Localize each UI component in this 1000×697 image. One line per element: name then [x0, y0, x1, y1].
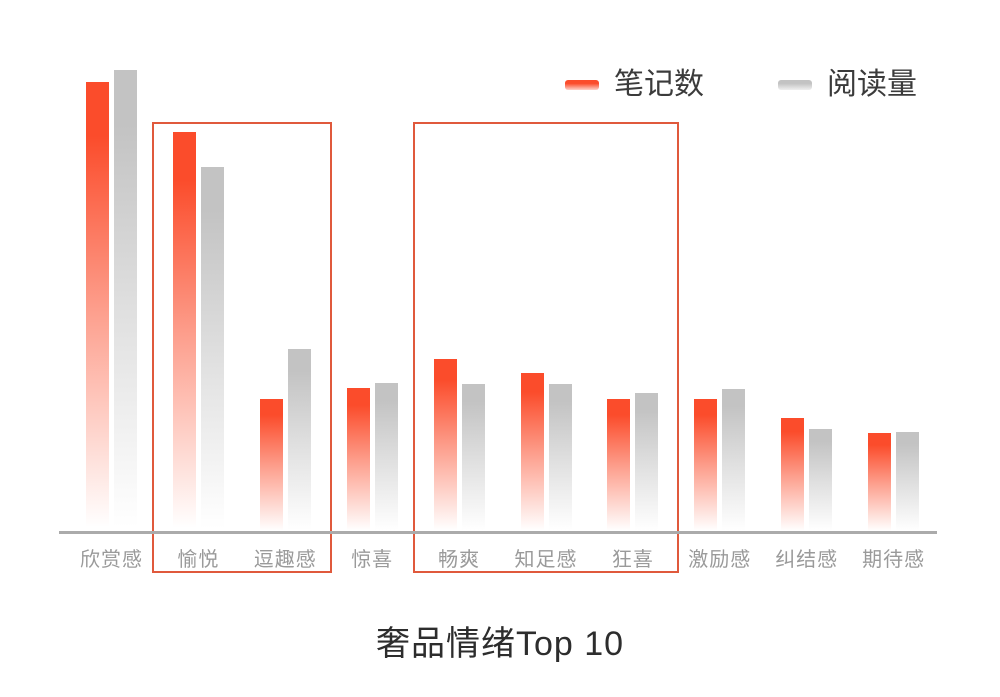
x-axis-label-6: 知足感	[514, 549, 578, 571]
bar-notes-欣赏感	[86, 82, 109, 532]
x-axis-label-3: 逗趣感	[253, 549, 317, 571]
x-axis-label-9: 纠结感	[775, 549, 839, 571]
x-axis-label-8: 激励感	[688, 549, 752, 571]
highlight-box-2	[412, 122, 680, 573]
x-axis-label-2: 愉悦	[177, 549, 220, 571]
bar-notes-知足感	[520, 373, 544, 532]
x-axis-label-5: 畅爽	[438, 549, 481, 571]
bar-reads-期待感	[896, 432, 920, 532]
legend-item-reads[interactable]: 阅读量	[778, 68, 917, 101]
bar-reads-畅爽	[461, 384, 485, 532]
bar-notes-狂喜	[607, 398, 631, 532]
bar-notes-逗趣感	[259, 398, 283, 532]
bar-notes-激励感	[694, 398, 718, 532]
legend-label-reads: 阅读量	[827, 68, 917, 101]
x-axis-label-10: 期待感	[862, 549, 926, 571]
chart-title: 奢品情绪Top 10	[375, 625, 625, 663]
bar-reads-纠结感	[809, 428, 833, 532]
x-axis-line	[59, 531, 937, 534]
legend: 笔记数 阅读量	[565, 68, 917, 101]
bar-reads-激励感	[722, 388, 746, 532]
x-axis-label-7: 狂喜	[611, 549, 654, 571]
bar-notes-惊喜	[346, 387, 370, 532]
bar-reads-惊喜	[374, 382, 398, 532]
bar-reads-狂喜	[635, 392, 659, 532]
bar-reads-逗趣感	[287, 349, 311, 532]
legend-swatch-notes-icon	[565, 79, 599, 90]
legend-label-notes: 笔记数	[614, 68, 704, 101]
bar-notes-期待感	[868, 433, 892, 532]
bar-notes-纠结感	[781, 417, 805, 532]
x-axis-label-4: 惊喜	[351, 549, 394, 571]
legend-swatch-reads-icon	[778, 79, 812, 90]
highlight-box-1	[151, 122, 332, 573]
bar-reads-知足感	[548, 384, 572, 532]
bar-reads-欣赏感	[114, 70, 137, 532]
legend-item-notes[interactable]: 笔记数	[565, 68, 704, 101]
bar-reads-愉悦	[200, 167, 224, 532]
bar-notes-畅爽	[433, 359, 457, 532]
x-axis-label-1: 欣赏感	[80, 549, 143, 571]
bar-notes-愉悦	[172, 131, 196, 532]
